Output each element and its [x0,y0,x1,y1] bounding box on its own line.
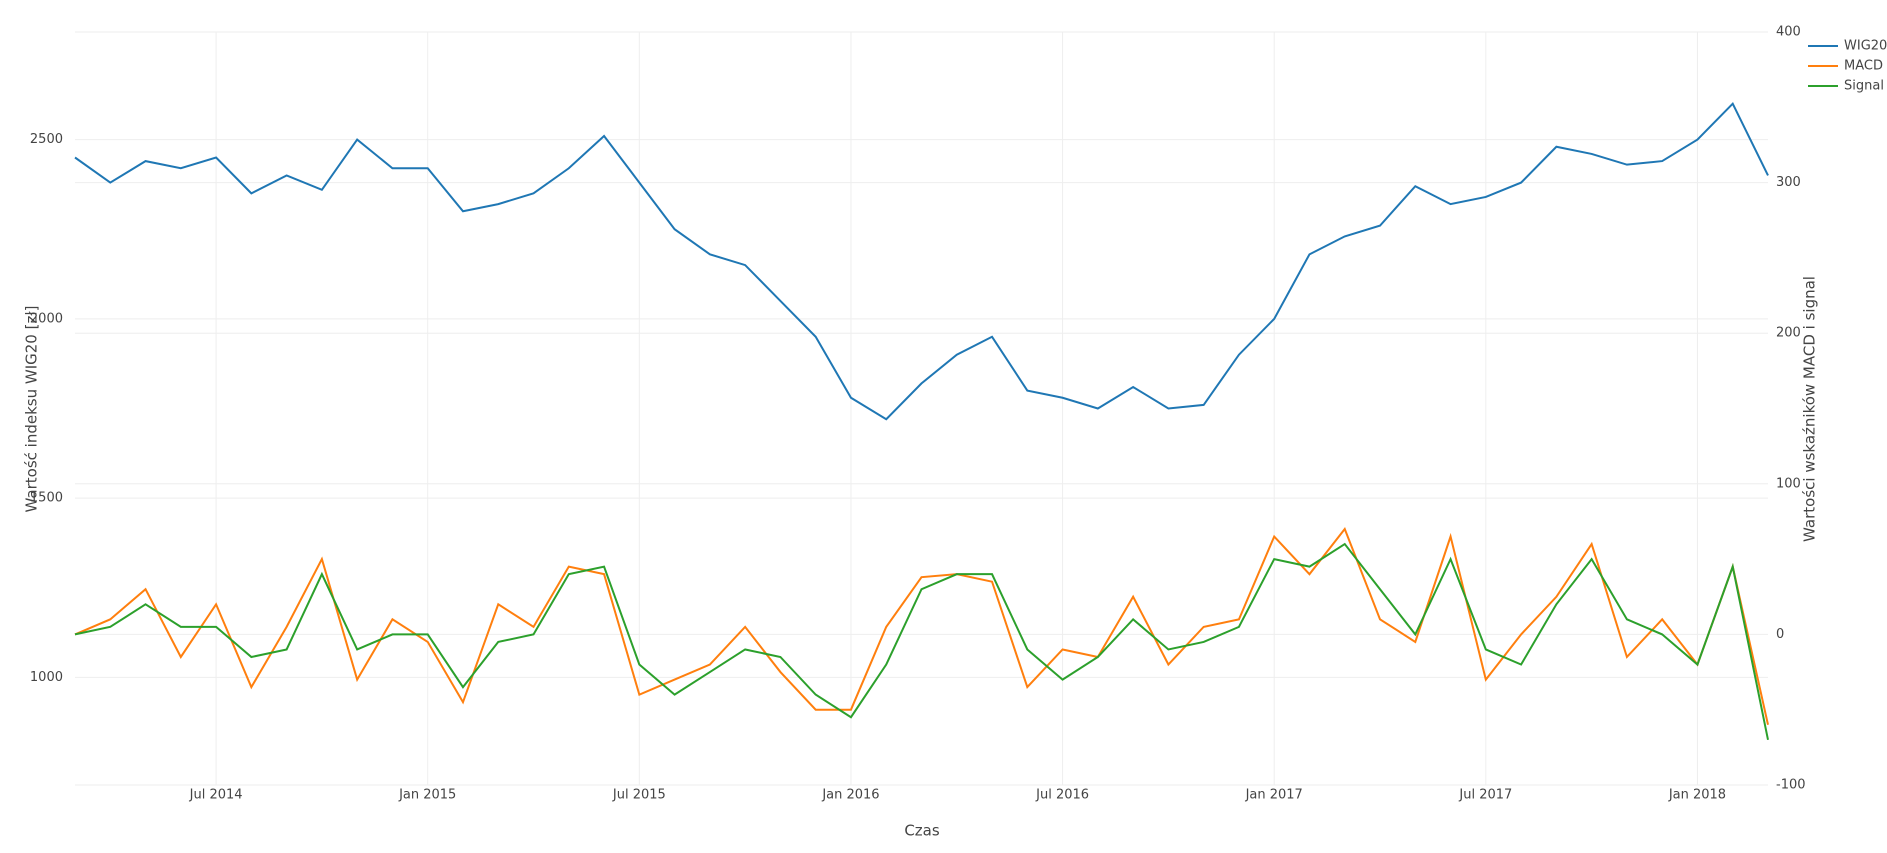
x-tick-label: Jan 2017 [1245,788,1303,803]
series-line [74,526,1769,725]
y2-axis-title: Wartości wskaźników MACD i signal [1801,276,1819,542]
y2-tick-label: 100 [1776,476,1801,491]
y-tick-label: 1500 [30,491,63,506]
y2-tick-label: -100 [1776,778,1806,793]
legend-label: MACD [1844,59,1883,74]
y2-tick-label: 300 [1776,175,1801,190]
y-tick-label: 2000 [30,311,63,326]
x-tick-label: Jan 2018 [1668,788,1726,803]
x-tick-label: Jan 2016 [821,788,879,803]
y-tick-label: 1000 [30,670,63,685]
series-line [74,102,1769,421]
x-tick-label: Jul 2016 [1035,788,1089,803]
series-line [74,542,1769,741]
y2-tick-label: 200 [1776,326,1801,341]
x-tick-label: Jul 2017 [1458,788,1512,803]
x-tick-label: Jul 2015 [612,788,666,803]
y2-tick-label: 0 [1776,627,1784,642]
y-axis-title: Wartość indeksu WIG20 [zł] [23,306,41,513]
x-tick-label: Jan 2015 [398,788,456,803]
legend-label: WIG20 [1844,39,1887,54]
y2-tick-label: 400 [1776,25,1801,40]
x-axis-title: Czas [904,822,940,840]
grid [75,31,1768,786]
legend-label: Signal [1844,79,1884,94]
y-tick-label: 2500 [30,132,63,147]
x-tick-label: Jul 2014 [189,788,243,803]
